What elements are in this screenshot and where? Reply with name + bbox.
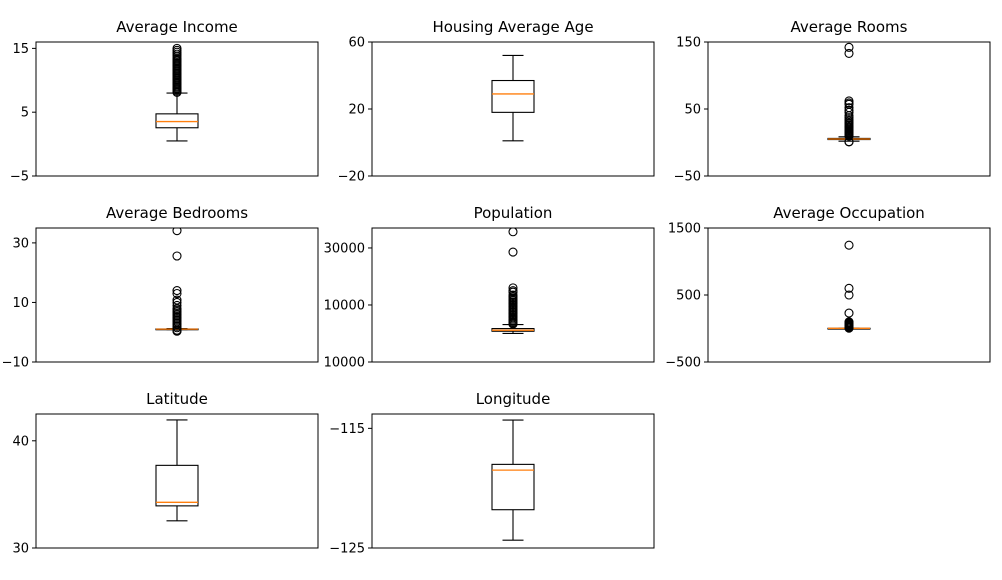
outlier-point bbox=[172, 43, 182, 53]
y-tick-label: 20 bbox=[348, 103, 365, 118]
outlier-point bbox=[844, 308, 854, 318]
axes-frame bbox=[35, 413, 319, 549]
outlier-point bbox=[844, 96, 854, 106]
outlier-point bbox=[172, 297, 182, 307]
plot-area bbox=[491, 419, 535, 541]
axes-frame bbox=[35, 41, 319, 177]
axes-frame bbox=[707, 227, 991, 363]
y-tick-label: 10000 bbox=[324, 298, 365, 313]
panel-title: Latitude bbox=[146, 390, 208, 408]
panel-title: Population bbox=[474, 204, 553, 222]
outlier-point bbox=[172, 300, 182, 310]
plot-area bbox=[827, 42, 871, 147]
y-tick-label: 60 bbox=[348, 36, 365, 51]
panel-5: Population 10000 10000 30000 bbox=[324, 204, 655, 371]
y-tick-label: 10 bbox=[12, 296, 29, 311]
y-tick-label: 150 bbox=[676, 36, 701, 51]
panel-title: Longitude bbox=[476, 390, 551, 408]
y-tick-label: −115 bbox=[329, 422, 365, 437]
y-tick-label: 1500 bbox=[668, 222, 701, 237]
outlier-point bbox=[844, 103, 854, 113]
plot-area bbox=[155, 43, 199, 142]
y-tick-label: 15 bbox=[12, 42, 29, 57]
y-tick-label: −500 bbox=[665, 356, 701, 371]
box bbox=[155, 464, 199, 507]
axes-frame bbox=[707, 41, 991, 177]
box bbox=[155, 113, 199, 129]
panel-title: Average Rooms bbox=[791, 18, 908, 36]
outlier-point bbox=[844, 317, 854, 327]
box bbox=[491, 79, 535, 113]
panel-2: Housing Average Age −20 20 60 bbox=[338, 18, 655, 185]
panel-8: Longitude −125 −115 bbox=[329, 390, 655, 557]
outlier-point bbox=[172, 285, 182, 296]
box bbox=[491, 463, 535, 511]
y-tick-label: 5 bbox=[21, 106, 29, 121]
panel-1: Average Income −5 5 15 bbox=[10, 18, 319, 185]
axes-frame bbox=[371, 413, 655, 549]
y-tick-label: 30 bbox=[12, 236, 29, 251]
y-tick-label: 10000 bbox=[324, 356, 365, 371]
outlier-point bbox=[844, 283, 854, 293]
panel-title: Average Bedrooms bbox=[106, 204, 248, 222]
panel-title: Average Occupation bbox=[773, 204, 925, 222]
axes-frame bbox=[35, 227, 319, 363]
y-tick-label: −10 bbox=[2, 356, 29, 371]
outlier-point bbox=[844, 290, 854, 300]
panel-title: Average Income bbox=[116, 18, 238, 36]
outlier-point bbox=[172, 295, 182, 305]
outlier-point bbox=[844, 105, 854, 115]
outlier-point bbox=[844, 42, 854, 52]
plot-area bbox=[827, 240, 871, 333]
panel-3: Average Rooms −50 50 150 bbox=[674, 18, 991, 185]
outlier-point bbox=[172, 228, 182, 236]
panel-6: Average Occupation −500 500 1500 bbox=[665, 204, 991, 371]
y-tick-label: 500 bbox=[676, 289, 701, 304]
panel-7: Latitude 30 40 bbox=[12, 390, 319, 557]
outlier-point bbox=[844, 48, 854, 58]
axes-frame bbox=[371, 227, 655, 363]
y-tick-label: −5 bbox=[10, 170, 29, 185]
y-tick-label: −125 bbox=[329, 542, 365, 557]
plot-area bbox=[155, 228, 199, 336]
outlier-point bbox=[508, 290, 518, 300]
outlier-point bbox=[508, 247, 518, 257]
outlier-point bbox=[508, 283, 518, 293]
y-tick-label: 40 bbox=[12, 434, 29, 449]
panel-4: Average Bedrooms −10 10 30 bbox=[2, 204, 319, 371]
y-tick-label: −20 bbox=[338, 170, 365, 185]
panel-title: Housing Average Age bbox=[432, 18, 593, 36]
y-tick-label: −50 bbox=[674, 170, 701, 185]
outlier-point bbox=[172, 251, 182, 261]
outlier-point bbox=[172, 288, 182, 299]
plot-area bbox=[491, 228, 535, 335]
plot-area bbox=[491, 54, 535, 142]
outlier-point bbox=[508, 228, 518, 237]
y-tick-label: 50 bbox=[684, 103, 701, 118]
y-tick-label: 30 bbox=[12, 542, 29, 557]
outlier-point bbox=[844, 240, 854, 250]
plot-area bbox=[155, 419, 199, 522]
y-tick-label: 30000 bbox=[324, 241, 365, 256]
outlier-point bbox=[508, 286, 518, 296]
